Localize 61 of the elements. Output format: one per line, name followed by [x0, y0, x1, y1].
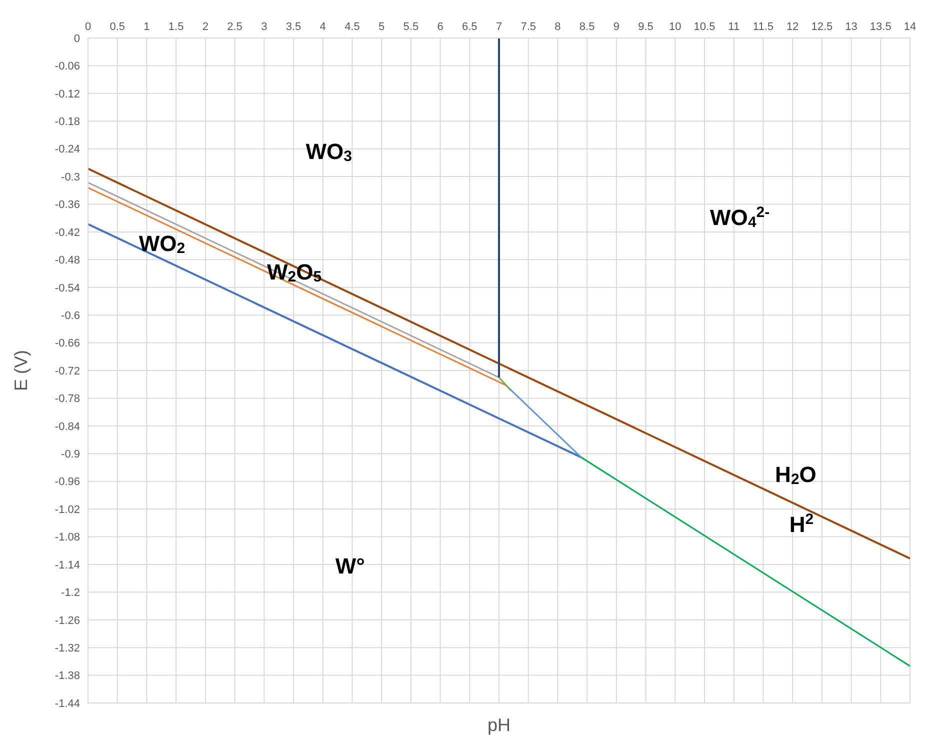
x-tick-label: 11 [728, 21, 740, 33]
y-tick-label: -0.24 [54, 144, 80, 156]
y-tick-label: -1.38 [54, 670, 80, 682]
x-tick-label: 1 [144, 21, 150, 33]
x-tick-label: 13 [845, 21, 858, 33]
y-tick-label: -0.84 [54, 420, 80, 433]
x-tick-label: 5 [378, 21, 385, 33]
y-tick-label: -0.72 [54, 365, 80, 378]
y-tick-label: -1.32 [54, 642, 80, 654]
y-tick-label: -0.66 [54, 338, 80, 350]
y-tick-label: -1.14 [54, 559, 80, 572]
x-tick-label: 5.5 [403, 21, 419, 33]
x-tick-label: 9 [613, 21, 620, 33]
annotation: WO$_{2}$ [138, 230, 186, 258]
annotation: WO$_{3}$ [306, 138, 352, 166]
y-tick-label: -0.18 [54, 116, 80, 128]
x-tick-label: 2 [202, 21, 208, 33]
x-tick-label: 3 [261, 21, 268, 33]
x-tick-label: 11.5 [752, 21, 774, 33]
y-tick-label: -0.6 [61, 310, 80, 322]
x-tick-label: 7 [496, 21, 502, 33]
x-tick-label: 6 [437, 21, 444, 33]
y-tick-label: -0.42 [54, 226, 80, 239]
x-tick-label: 2.5 [227, 21, 242, 33]
x-tick-label: 7.5 [520, 21, 536, 33]
x-tick-label: 8 [554, 21, 561, 33]
x-tick-label: 4.5 [344, 21, 360, 33]
x-tick-label: 8.5 [579, 21, 595, 33]
y-tick-label: -1.02 [54, 504, 80, 516]
y-tick-label: -0.9 [61, 448, 80, 461]
x-tick-label: 0 [84, 21, 92, 33]
y-tick-label: -0.12 [54, 88, 80, 100]
x-tick-label: 13.5 [870, 21, 892, 33]
y-tick-label: -0.54 [54, 282, 80, 294]
y-tick-label: -1.26 [54, 614, 80, 627]
y-tick-label: -0.3 [61, 171, 80, 184]
x-tick-label: 10 [669, 21, 682, 33]
x-tick-label: 12 [786, 21, 799, 33]
y-tick-label: -0.48 [54, 254, 80, 267]
x-tick-label: 9.5 [638, 21, 654, 33]
x-tick-label: 6.5 [462, 21, 478, 33]
y-tick-label: -0.06 [54, 60, 80, 73]
annotation: H$_{2}$O [775, 462, 816, 489]
x-tick-label: 10.5 [694, 21, 716, 33]
y-tick-label: -0.78 [54, 393, 80, 406]
x-tick-label: 14 [904, 21, 916, 33]
y-tick-label: -0.36 [54, 199, 80, 212]
y-tick-label: -0.96 [54, 476, 80, 488]
y-tick-label: -1.2 [61, 587, 80, 600]
x-tick-label: 0.5 [110, 21, 126, 33]
x-tick-label: 12.5 [811, 21, 833, 33]
y-tick-label: -1.44 [54, 698, 80, 710]
y-tick-label: -1.08 [54, 532, 80, 544]
x-tick-label: 1.5 [168, 21, 184, 33]
x-tick-label: 3.5 [286, 21, 302, 33]
annotation: H$^{2}$ [789, 511, 814, 537]
x-tick-label: 4 [320, 21, 326, 33]
annotation: W° [335, 553, 365, 578]
y-tick-label: 0 [74, 32, 80, 45]
y-axis-title: E (V) [10, 350, 31, 392]
x-axis-title: pH [487, 715, 511, 735]
